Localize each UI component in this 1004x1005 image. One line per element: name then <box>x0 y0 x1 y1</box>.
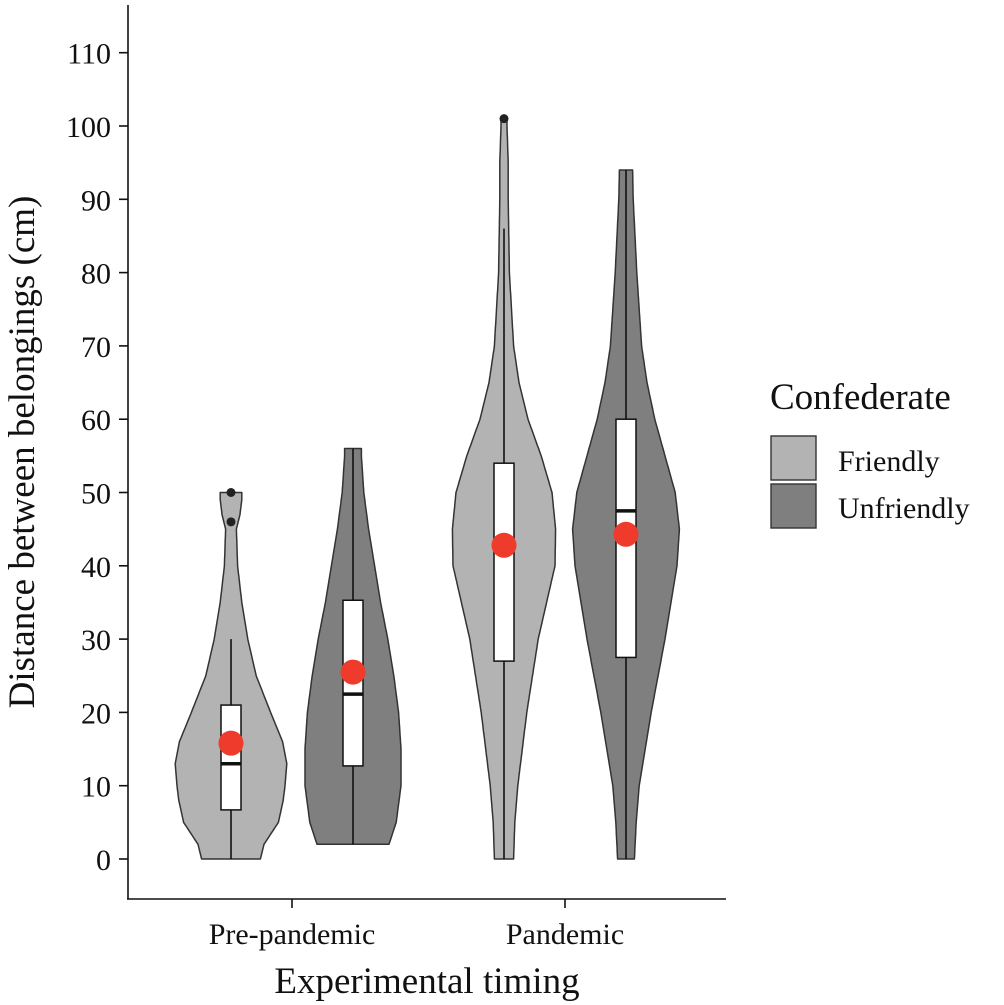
y-axis-label: Distance between belongings (cm) <box>2 196 43 709</box>
y-tick-label: 0 <box>96 844 111 877</box>
y-tick-label: 90 <box>81 184 111 217</box>
y-tick-label: 60 <box>81 404 111 437</box>
legend-label-friendly: Friendly <box>838 445 940 478</box>
legend-title: Confederate <box>770 377 951 418</box>
box-pandemic-friendly <box>493 462 515 662</box>
violins-layer <box>174 114 681 860</box>
outlier-point-pre-pandemic-friendly <box>226 517 236 527</box>
legend: Confederate Friendly Unfriendly <box>770 377 970 529</box>
y-tick-label: 100 <box>66 111 111 144</box>
x-axis-label: Experimental timing <box>274 961 579 1002</box>
x-ticks: Pre-pandemic Pandemic <box>209 899 624 951</box>
y-tick-label: 10 <box>81 771 111 804</box>
y-tick-label: 50 <box>81 478 111 511</box>
mean-point-pandemic-unfriendly <box>613 521 639 547</box>
y-tick-label: 80 <box>81 258 111 291</box>
legend-key-unfriendly <box>770 483 817 529</box>
mean-point-pre-pandemic-unfriendly <box>340 659 366 685</box>
mean-point-pandemic-friendly <box>491 532 517 558</box>
y-tick-label: 70 <box>81 331 111 364</box>
y-tick-label: 40 <box>81 551 111 584</box>
legend-key-friendly <box>770 435 817 481</box>
x-tick-label: Pre-pandemic <box>209 918 376 951</box>
legend-label-unfriendly: Unfriendly <box>838 492 970 525</box>
mean-point-pre-pandemic-friendly <box>218 730 244 756</box>
x-tick-label: Pandemic <box>506 918 624 951</box>
box-pre-pandemic-friendly <box>220 704 242 811</box>
outlier-point-pandemic-friendly <box>499 114 509 124</box>
y-tick-label: 20 <box>81 697 111 730</box>
y-ticks: 0 10 20 30 40 50 60 70 80 90 100 110 <box>66 38 128 877</box>
outlier-point-pre-pandemic-friendly <box>226 488 236 497</box>
y-tick-label: 30 <box>81 624 111 657</box>
y-tick-label: 110 <box>67 38 111 71</box>
axes-layer <box>127 5 726 900</box>
